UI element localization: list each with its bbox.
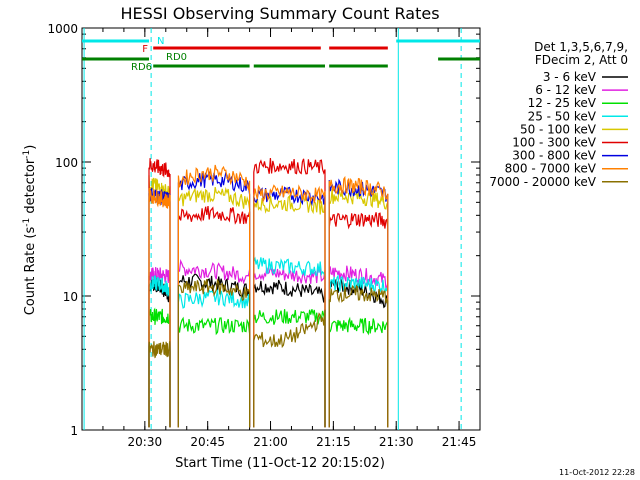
x-tick-label: 21:00 [253,435,288,449]
flag-label-rd0: RD0 [166,52,187,63]
series-trace [253,256,326,428]
series-8 [148,278,389,428]
plot-frame [81,27,481,431]
series-trace [328,284,389,428]
series-trace [177,278,251,428]
series-trace [148,187,171,428]
y-axis-label-mid: detector [23,158,38,218]
y-tick-label: 100 [55,156,78,170]
series-trace [328,274,389,428]
y-axis-label-end: ) [23,145,38,150]
legend-header-1: Det 1,3,5,6,7,9, [534,40,628,54]
y-axis: 1 10 100 1000 [47,22,480,438]
x-tick-label: 20:30 [128,435,163,449]
legend-label: 100 - 300 keV [512,136,596,150]
series-trace [177,258,251,428]
x-tick-label: 21:15 [316,435,351,449]
legend-label: 300 - 800 keV [512,149,596,163]
series-trace [148,307,171,428]
y-tick-label: 10 [63,290,78,304]
data-series [148,157,389,428]
x-tick-label: 21:30 [379,435,414,449]
series-trace [253,157,326,428]
y-axis-label-sup1: -1 [22,218,32,227]
y-tick-label: 1 [70,424,78,438]
flag-label-rd6: RD6 [131,62,152,73]
series-trace [328,316,389,428]
series-trace [328,188,389,428]
series-trace [253,279,326,428]
series-trace [253,309,326,428]
legend-label: 25 - 50 keV [528,109,597,123]
flag-label-f: F [142,44,148,55]
status-flags: NF RD0 RD6 [82,36,480,73]
x-tick-label: 21:45 [442,435,477,449]
legend: Det 1,3,5,6,7,9, FDecim 2, Att 0 3 - 6 k… [489,40,628,189]
series-trace [148,187,171,428]
x-axis: 20:30 20:45 21:00 21:15 21:30 21:45 [81,28,481,449]
series-trace [148,175,171,428]
chart-title: HESSI Observing Summary Count Rates [120,4,439,23]
legend-label: 6 - 12 keV [535,83,597,97]
legend-label: 3 - 6 keV [543,70,597,84]
legend-label: 50 - 100 keV [520,122,597,136]
series-trace [253,186,326,428]
series-trace [148,158,171,428]
y-tick-label: 1000 [47,22,78,36]
series-trace [253,309,326,428]
y-axis-label-start: Count Rate (s [23,227,38,316]
y-axis-label: Count Rate (s-1 detector-1) [22,145,38,316]
series-trace [148,275,171,428]
series-trace [148,341,171,428]
flag-label-n: N [157,36,164,47]
legend-header-2: FDecim 2, Att 0 [535,53,628,67]
y-axis-label-sup2: -1 [22,150,32,159]
legend-label: 800 - 7000 keV [505,162,597,176]
legend-label: 12 - 25 keV [528,96,597,110]
series-7 [148,164,389,428]
series-trace [328,175,389,428]
series-trace [177,316,251,428]
series-2 [148,307,389,428]
series-5 [148,157,389,428]
generation-timestamp: 11-Oct-2012 22:28 [559,468,635,477]
series-trace [177,164,251,428]
series-trace [177,186,251,428]
legend-label: 7000 - 20000 keV [489,175,596,189]
time-markers [83,28,462,430]
series-trace [177,206,251,428]
series-trace [253,184,326,428]
series-trace [328,212,389,428]
series-trace [177,289,251,428]
x-tick-label: 20:45 [190,435,225,449]
series-trace [328,178,389,428]
x-axis-label: Start Time (11-Oct-12 20:15:02) [175,456,385,471]
series-trace [253,194,326,428]
